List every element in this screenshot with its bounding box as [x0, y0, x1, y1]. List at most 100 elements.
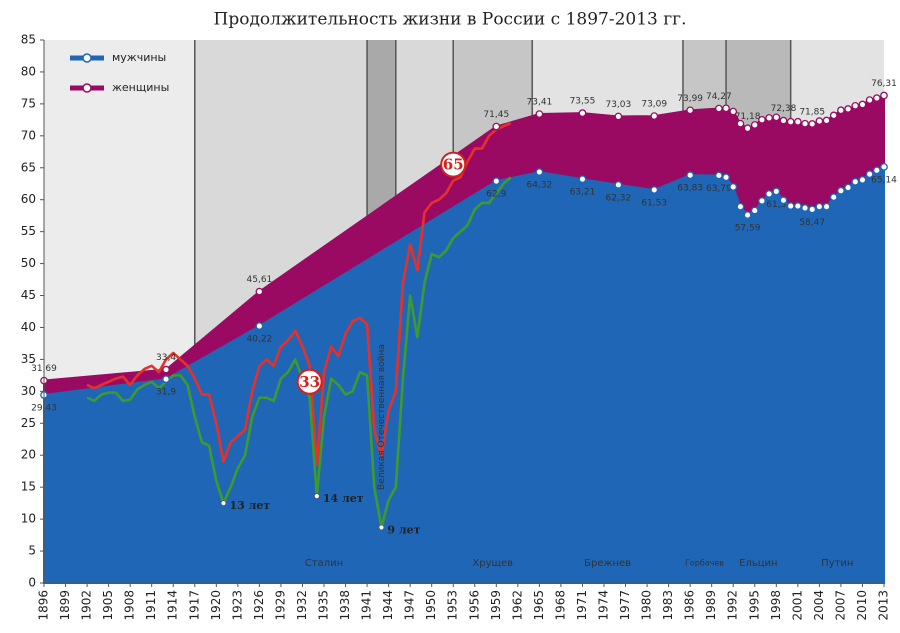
point-marker: [837, 106, 845, 115]
point-marker: [851, 101, 860, 110]
point-marker: [765, 114, 773, 122]
point-marker: [162, 365, 170, 374]
value-label: 73,41: [527, 98, 553, 108]
value-label: 63,21: [570, 188, 596, 198]
point-marker: [815, 202, 824, 211]
x-tick-label: 1953: [446, 590, 460, 621]
x-tick-label: 1932: [295, 590, 309, 621]
value-label: 76,31: [871, 79, 897, 89]
point-marker: [815, 117, 824, 125]
x-tick-label: 2001: [790, 590, 804, 621]
y-tick-label: 80: [21, 64, 36, 78]
value-label: 71,45: [483, 110, 509, 120]
legend-marker: [82, 83, 92, 93]
chart-title: Продолжительность жизни в России с 1897-…: [214, 10, 687, 30]
x-tick-label: 1941: [360, 590, 374, 621]
point-marker: [793, 117, 802, 126]
x-tick-label: 1944: [381, 590, 395, 621]
point-marker: [822, 116, 831, 125]
value-label: 71,85: [799, 108, 825, 118]
value-label: 71,18: [735, 112, 761, 122]
point-marker: [750, 121, 759, 129]
value-label: 73,55: [570, 97, 596, 107]
y-tick-label: 5: [28, 544, 36, 558]
band-label: Великая Отечественная война: [377, 344, 387, 490]
point-marker: [808, 120, 817, 128]
x-tick-label: 1962: [510, 590, 524, 621]
point-marker: [686, 106, 695, 115]
annotation-marker: [378, 524, 385, 531]
point-marker: [858, 100, 867, 109]
x-tick-label: 1929: [273, 590, 287, 621]
x-tick-label: 2013: [877, 590, 891, 621]
value-label: 73,99: [677, 94, 703, 104]
x-tick-label: 1959: [489, 590, 503, 621]
point-marker: [880, 91, 888, 100]
point-marker: [729, 107, 738, 116]
value-label: 73,09: [641, 100, 667, 110]
y-tick-label: 70: [21, 128, 36, 142]
y-tick-label: 75: [21, 96, 36, 110]
x-tick-label: 1926: [252, 590, 266, 621]
point-marker: [736, 202, 745, 211]
x-tick-label: 1965: [532, 590, 546, 621]
point-marker: [765, 190, 773, 198]
value-label: 57,59: [735, 224, 761, 234]
point-marker: [535, 168, 544, 176]
point-marker: [880, 163, 888, 171]
point-marker: [793, 202, 802, 210]
y-tick-label: 0: [28, 576, 36, 590]
point-marker: [650, 112, 659, 120]
point-marker: [772, 187, 781, 196]
x-tick-label: 1902: [80, 590, 94, 621]
value-label: 45,61: [247, 275, 273, 285]
line: [86, 176, 512, 529]
point-marker: [808, 205, 817, 214]
x-tick-label: 2004: [812, 590, 826, 621]
annotation-marker: [313, 493, 320, 500]
y-tick-label: 40: [21, 320, 36, 334]
point-marker: [872, 94, 881, 102]
point-marker: [686, 171, 695, 180]
x-tick-label: 1935: [317, 590, 331, 621]
x-tick-label: 1974: [597, 590, 611, 621]
point-marker: [865, 170, 874, 179]
annotation: 65: [443, 156, 464, 174]
annotation-circle: [440, 151, 467, 178]
point-marker: [858, 176, 867, 184]
y-tick-label: 50: [21, 256, 36, 270]
y-tick-label: 85: [21, 33, 36, 47]
y-tick-label: 55: [21, 224, 36, 238]
point-marker: [255, 322, 264, 330]
point-marker: [650, 186, 659, 194]
point-marker: [758, 116, 766, 124]
legend-label: женщины: [112, 81, 169, 94]
x-tick-label: 1923: [230, 590, 244, 621]
y-tick-label: 20: [21, 448, 36, 462]
point-marker: [578, 109, 587, 117]
point-marker: [779, 116, 788, 125]
x-tick-label: 1968: [553, 590, 567, 621]
point-marker: [786, 117, 795, 126]
annotation-circle: [296, 368, 323, 395]
point-marker: [829, 193, 838, 202]
point-marker: [750, 206, 759, 215]
y-tick-label: 35: [21, 352, 36, 366]
period-label: Горбачев: [685, 559, 724, 568]
value-label: 31,9: [156, 388, 176, 398]
value-label: 62,32: [605, 193, 631, 203]
x-tick-label: 1989: [704, 590, 718, 621]
value-label: 63,79: [706, 184, 732, 194]
point-marker: [801, 204, 809, 212]
value-label: 40,22: [247, 335, 273, 345]
value-label: 33,4: [156, 353, 176, 363]
x-tick-label: 2010: [855, 590, 869, 621]
period-label: Сталин: [305, 558, 343, 569]
value-label: 61,3: [766, 200, 786, 210]
annotation: 9 лет: [387, 523, 420, 536]
point-marker: [729, 183, 738, 191]
point-marker: [786, 202, 795, 210]
x-tick-label: 1911: [144, 590, 158, 621]
point-marker: [715, 171, 723, 180]
value-label: 61,53: [641, 198, 667, 208]
